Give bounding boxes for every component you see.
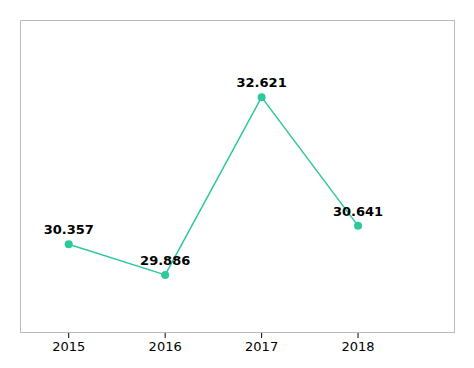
svg-text:30.357: 30.357 [44, 222, 94, 237]
svg-text:29.886: 29.886 [140, 253, 190, 268]
svg-text:32.621: 32.621 [237, 75, 287, 90]
svg-text:2017: 2017 [245, 339, 278, 354]
svg-text:2015: 2015 [52, 339, 85, 354]
svg-text:2018: 2018 [342, 339, 375, 354]
svg-text:2016: 2016 [149, 339, 182, 354]
svg-text:30.641: 30.641 [333, 204, 383, 219]
